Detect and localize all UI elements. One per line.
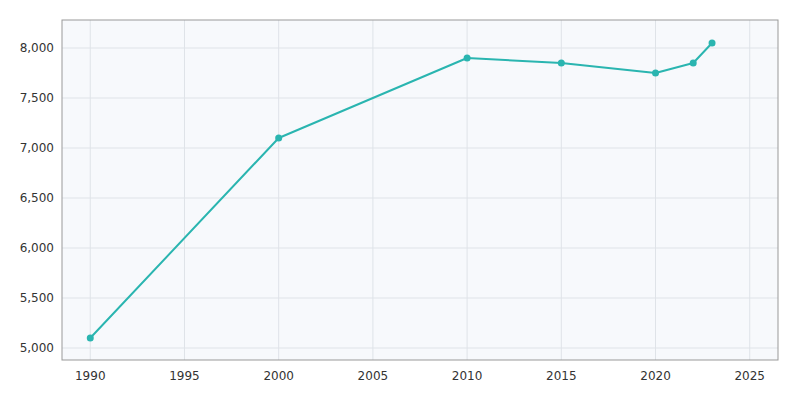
point <box>87 335 94 342</box>
y-grid-line <box>62 98 778 99</box>
point <box>558 60 565 67</box>
y-tick-label: 6,000 <box>20 241 54 255</box>
y-tick-label: 8,000 <box>20 41 54 55</box>
x-grid-line <box>561 20 562 360</box>
plot-frame <box>62 20 778 360</box>
series <box>87 40 716 342</box>
y-tick-label: 5,500 <box>20 291 54 305</box>
x-grid-line <box>372 20 373 360</box>
x-tick-label: 2015 <box>546 369 577 383</box>
y-grid-line <box>62 48 778 49</box>
y-grid-line <box>62 348 778 349</box>
x-tick-label: 2020 <box>640 369 671 383</box>
x-tick-label: 2025 <box>734 369 765 383</box>
x-grid-line <box>749 20 750 360</box>
y-tick-label: 7,500 <box>20 91 54 105</box>
x-grid-line <box>278 20 279 360</box>
x-tick-label: 1995 <box>169 369 200 383</box>
point <box>690 60 697 67</box>
grid <box>62 20 778 360</box>
point <box>652 70 659 77</box>
y-grid-line <box>62 148 778 149</box>
x-tick-label: 1990 <box>75 369 106 383</box>
y-grid-line <box>62 248 778 249</box>
x-tick-label: 2010 <box>452 369 483 383</box>
point <box>275 135 282 142</box>
point <box>464 55 471 62</box>
x-grid-line <box>90 20 91 360</box>
x-tick-label: 2000 <box>263 369 294 383</box>
y-tick-label: 5,000 <box>20 341 54 355</box>
point <box>709 40 716 47</box>
y-tick-label: 7,000 <box>20 141 54 155</box>
y-tick-label: 6,500 <box>20 191 54 205</box>
y-grid-line <box>62 298 778 299</box>
plot-background <box>62 20 778 360</box>
axes: 5,000 5,500 6,000 6,500 7,000 7,500 8,000 1990 1… <box>20 20 778 383</box>
line <box>90 43 712 338</box>
x-grid-line <box>467 20 468 360</box>
chart-svg: 5,000 5,500 6,000 6,500 7,000 7,500 8,000 1990 1… <box>0 0 800 400</box>
x-grid-line <box>184 20 185 360</box>
x-tick-label: 2005 <box>358 369 389 383</box>
chart-container: 5,000 5,500 6,000 6,500 7,000 7,500 8,000 1990 1… <box>0 0 800 400</box>
y-grid-line <box>62 198 778 199</box>
